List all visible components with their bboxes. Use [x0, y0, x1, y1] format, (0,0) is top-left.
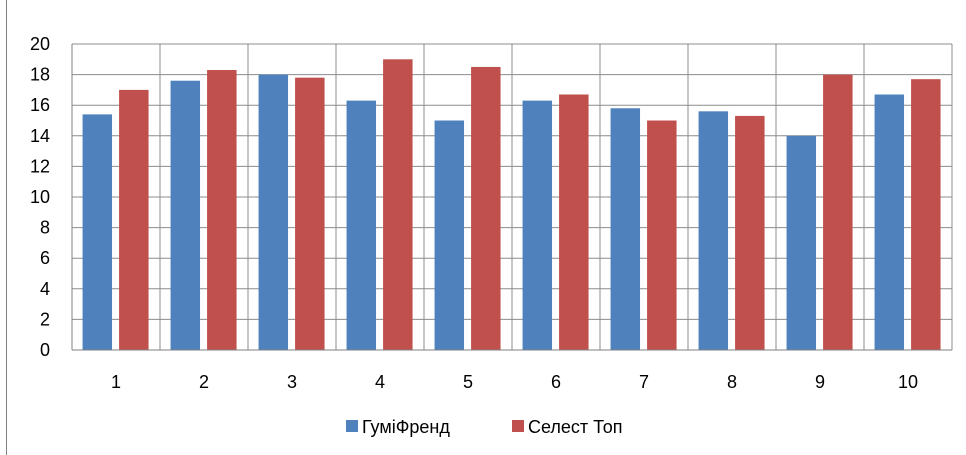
- x-tick-label: 3: [287, 372, 297, 392]
- legend-swatch-gumifrend: [346, 420, 358, 432]
- x-tick-label: 5: [463, 372, 473, 392]
- y-tick-label: 16: [30, 95, 50, 115]
- x-tick-label: 8: [727, 372, 737, 392]
- x-tick-label: 4: [375, 372, 385, 392]
- x-tick-label: 9: [815, 372, 825, 392]
- x-tick-label: 2: [199, 372, 209, 392]
- y-tick-label: 12: [30, 156, 50, 176]
- legend: ГуміФренд Селест Топ: [346, 417, 623, 437]
- y-tick-label: 10: [30, 187, 50, 207]
- bar: [295, 77, 325, 350]
- x-tick-label: 1: [111, 372, 121, 392]
- bar: [207, 70, 237, 350]
- legend-label-selest-top: Селест Топ: [528, 417, 623, 437]
- bar: [559, 94, 589, 351]
- y-tick-label: 20: [30, 34, 50, 54]
- bar: [383, 59, 413, 351]
- legend-label-gumifrend: ГуміФренд: [362, 417, 450, 437]
- y-tick-label: 8: [40, 218, 50, 238]
- legend-swatch-selest-top: [512, 420, 524, 432]
- bar: [522, 100, 553, 350]
- y-tick-label: 6: [40, 248, 50, 268]
- bar: [823, 74, 853, 350]
- x-tick-label: 7: [639, 372, 649, 392]
- bars: [82, 59, 941, 351]
- bar: [82, 114, 113, 350]
- bar: [346, 100, 377, 350]
- bar: [911, 79, 941, 350]
- bar: [647, 120, 677, 350]
- bar: [170, 80, 201, 350]
- bar: [735, 115, 765, 350]
- bar: [698, 111, 729, 350]
- frame-border: [6, 0, 7, 455]
- bar: [258, 74, 289, 350]
- bar: [471, 66, 501, 350]
- y-tick-label: 4: [40, 279, 50, 299]
- bar: [119, 89, 149, 351]
- y-tick-labels: 0 2 4 6 8 10 12 14 16 18 20: [30, 34, 50, 360]
- x-tick-label: 10: [898, 372, 918, 392]
- axes: [71, 44, 952, 351]
- bar: [434, 120, 465, 350]
- y-tick-label: 2: [40, 309, 50, 329]
- bar: [874, 94, 905, 351]
- x-tick-label: 6: [551, 372, 561, 392]
- bar: [610, 108, 641, 350]
- y-tick-label: 14: [30, 126, 50, 146]
- x-tick-labels: 1 2 3 4 5 6 7 8 9 10: [111, 372, 918, 392]
- bar: [786, 135, 817, 350]
- y-tick-label: 18: [30, 65, 50, 85]
- gridlines: [71, 43, 953, 351]
- y-tick-label: 0: [40, 340, 50, 360]
